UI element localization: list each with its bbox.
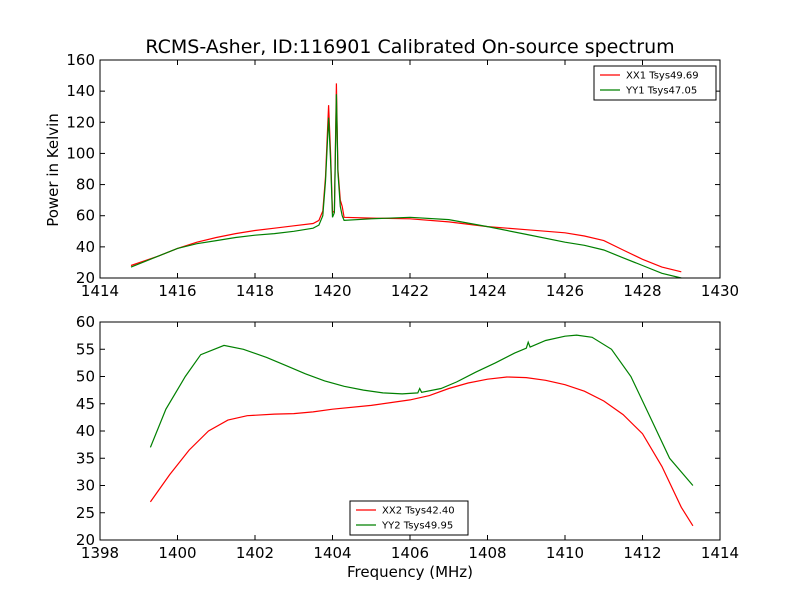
x-tick-label: 1424	[468, 282, 506, 300]
y-tick-label: 30	[76, 477, 95, 495]
x-tick-label: 1414	[701, 544, 739, 562]
y-tick-label: 120	[66, 113, 95, 131]
legend-label-1: XX2 Tsys42.40	[382, 506, 455, 517]
x-axis-label: Frequency (MHz)	[347, 563, 473, 581]
y-tick-label: 160	[66, 51, 95, 69]
figure-title: RCMS-Asher, ID:116901 Calibrated On-sour…	[145, 36, 674, 58]
y-tick-label: 45	[76, 395, 95, 413]
x-tick-label: 1418	[236, 282, 274, 300]
y-axis-label: Power in Kelvin	[44, 113, 62, 227]
x-tick-label: 1400	[158, 544, 196, 562]
y-tick-label: 40	[76, 238, 95, 256]
x-tick-label: 1404	[313, 544, 351, 562]
y-tick-label: 60	[76, 207, 95, 225]
y-tick-label: 50	[76, 368, 95, 386]
x-tick-label: 1410	[546, 544, 584, 562]
y-tick-label: 80	[76, 176, 95, 194]
legend-label-2: YY1 Tsys47.05	[625, 86, 697, 97]
legend: XX2 Tsys42.40 YY2 Tsys49.95	[350, 501, 468, 535]
y-tick-label: 55	[76, 340, 95, 358]
x-tick-label: 1412	[623, 544, 661, 562]
y-tick-label: 100	[66, 144, 95, 162]
x-tick-label: 1416	[158, 282, 196, 300]
x-tick-label: 1430	[701, 282, 739, 300]
y-tick-label: 40	[76, 422, 95, 440]
legend-label-1: XX1 Tsys49.69	[626, 71, 699, 82]
x-tick-label: 1406	[391, 544, 429, 562]
x-tick-label: 1426	[546, 282, 584, 300]
y-tick-label: 35	[76, 449, 95, 467]
y-tick-label: 20	[76, 269, 95, 287]
x-tick-label: 1420	[313, 282, 351, 300]
y-tick-label: 25	[76, 504, 95, 522]
legend-label-2: YY2 Tsys49.95	[381, 521, 453, 532]
x-tick-label: 1402	[236, 544, 274, 562]
y-tick-label: 140	[66, 82, 95, 100]
x-tick-label: 1428	[623, 282, 661, 300]
y-tick-label: 60	[76, 313, 95, 331]
x-tick-label: 1408	[468, 544, 506, 562]
legend: XX1 Tsys49.69 YY1 Tsys47.05	[594, 66, 716, 100]
y-tick-label: 20	[76, 531, 95, 549]
x-tick-label: 1422	[391, 282, 429, 300]
